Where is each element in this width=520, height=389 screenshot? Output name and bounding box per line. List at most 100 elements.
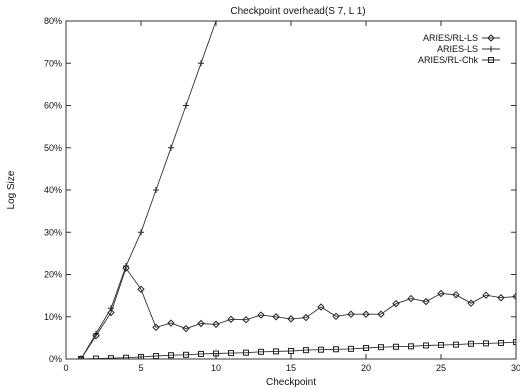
data-point: [198, 350, 204, 357]
data-point: [273, 348, 279, 355]
data-point: [272, 313, 280, 321]
data-point: [318, 346, 324, 353]
legend-marker: [487, 34, 495, 42]
data-point: [92, 332, 100, 340]
data-point: [482, 291, 490, 299]
y-axis-label: Log Size: [6, 170, 17, 209]
x-tick-label: 30: [511, 363, 520, 373]
x-tick-label: 15: [286, 363, 296, 373]
data-point: [512, 292, 516, 301]
data-point: [452, 291, 460, 299]
x-tick-label: 0: [63, 363, 68, 373]
data-point: [108, 355, 114, 359]
legend-marker: [488, 46, 494, 52]
data-point: [197, 319, 205, 328]
data-point: [498, 339, 504, 346]
data-point: [198, 60, 204, 67]
data-point: [138, 229, 144, 236]
x-tick-label: 25: [436, 363, 446, 373]
data-point: [257, 311, 265, 319]
data-point: [168, 352, 174, 359]
data-point: [258, 348, 264, 355]
data-point: [108, 305, 114, 312]
x-tick-label: 20: [361, 363, 371, 373]
data-point: [123, 354, 129, 359]
y-axis: 0% 10% 20% 30% 40% 50% 60% 70% 80%: [44, 16, 516, 364]
data-point: [288, 347, 294, 354]
data-point: [78, 356, 84, 359]
plot-frame: [65, 20, 517, 360]
data-point: [228, 350, 234, 357]
data-point: [183, 102, 189, 109]
data-point: [423, 342, 429, 349]
data-point: [333, 346, 339, 353]
data-point: [183, 351, 189, 358]
data-point: [153, 187, 159, 193]
data-point: [243, 349, 249, 356]
x-axis: 0 5 10 15 20 25 30: [63, 21, 520, 373]
y-tick-label: 10%: [44, 312, 62, 322]
y-tick-label: 30%: [44, 227, 62, 237]
series-line: [80, 267, 516, 359]
y-tick-label: 70%: [44, 58, 62, 68]
data-point: [407, 294, 415, 303]
data-point: [122, 264, 130, 272]
data-point: [213, 21, 219, 24]
data-point: [212, 320, 220, 329]
data-point: [422, 297, 430, 306]
data-point: [123, 263, 129, 270]
data-point: [93, 330, 99, 337]
x-tick-label: 10: [211, 363, 221, 373]
data-point: [242, 315, 250, 324]
y-tick-label: 40%: [44, 185, 62, 195]
data-point: [363, 345, 369, 352]
data-point: [138, 353, 144, 359]
series-aries-rl-ls: [77, 264, 516, 359]
data-point: [347, 310, 355, 318]
y-tick-label: 50%: [44, 143, 62, 153]
x-tick-label: 5: [138, 363, 143, 373]
x-axis-label: Checkpoint: [266, 377, 316, 388]
data-point: [302, 313, 310, 322]
data-point: [213, 350, 219, 357]
data-point: [153, 353, 159, 359]
data-point: [377, 310, 385, 318]
series-layer: [77, 21, 516, 359]
data-point: [317, 303, 325, 311]
data-point: [467, 299, 475, 307]
y-tick-label: 60%: [44, 101, 62, 111]
data-point: [167, 319, 175, 327]
data-point: [468, 340, 474, 347]
legend-label: ARIES-LS: [437, 44, 478, 54]
data-point: [378, 344, 384, 351]
data-point: [453, 341, 459, 348]
legend-label: ARIES/RL-LS: [423, 33, 478, 43]
legend-label: ARIES/RL-Chk: [418, 55, 479, 65]
data-point: [362, 310, 370, 318]
series-aries-rl-chk: [78, 339, 516, 359]
chart-title: Checkpoint overhead(S 7, L 1): [230, 6, 365, 17]
y-tick-label: 0%: [49, 354, 62, 364]
data-point: [437, 289, 445, 298]
data-point: [497, 294, 505, 302]
y-tick-label: 80%: [44, 16, 62, 26]
data-point: [182, 324, 190, 333]
data-point: [227, 315, 235, 323]
data-point: [93, 355, 99, 359]
data-point: [348, 345, 354, 352]
series-line: [80, 341, 516, 359]
data-point: [332, 312, 340, 321]
data-point: [287, 315, 295, 323]
data-point: [303, 347, 309, 354]
data-point: [408, 343, 414, 350]
data-point: [137, 285, 145, 293]
data-point: [513, 339, 516, 346]
series-aries-ls: [78, 21, 219, 359]
data-point: [152, 323, 160, 332]
data-point: [168, 144, 174, 151]
y-tick-label: 20%: [44, 270, 62, 280]
series-line: [80, 21, 217, 359]
data-point: [438, 342, 444, 349]
